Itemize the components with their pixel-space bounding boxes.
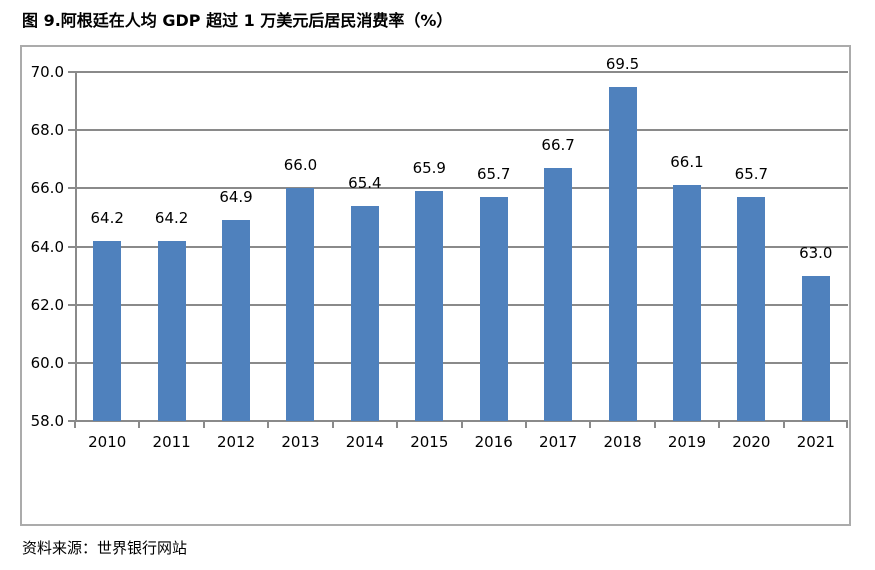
y-gridline bbox=[75, 361, 848, 364]
bar-value-label: 64.9 bbox=[219, 188, 253, 207]
bar-value-label: 65.9 bbox=[412, 159, 446, 178]
x-axis-tick bbox=[718, 421, 721, 428]
bar-value-label: 69.5 bbox=[605, 54, 640, 73]
source-note: 资料来源：世界银行网站 bbox=[22, 539, 188, 557]
bar-value-label: 65.4 bbox=[348, 173, 382, 192]
x-axis-tick-label: 2011 bbox=[152, 433, 191, 451]
y-axis-tick bbox=[68, 187, 75, 190]
x-axis-tick-label: 2019 bbox=[667, 433, 707, 451]
y-axis-tick bbox=[68, 361, 75, 364]
bar bbox=[672, 185, 701, 421]
x-axis-tick bbox=[782, 421, 785, 428]
x-axis-tick bbox=[846, 421, 848, 428]
bar-value-label: 63.0 bbox=[799, 243, 833, 262]
bar-value-label: 64.2 bbox=[90, 208, 124, 227]
y-gridline bbox=[75, 245, 848, 248]
bar bbox=[801, 275, 830, 421]
x-axis-tick bbox=[331, 421, 334, 428]
x-axis-tick-label: 2014 bbox=[345, 433, 384, 451]
y-gridline bbox=[75, 129, 848, 132]
plot-area: 58.0 60.0 62.0 64.0 66.0 68.0 70.0 64.2 2010 64.2… bbox=[31, 55, 848, 451]
x-axis-tick bbox=[74, 421, 76, 428]
bar-value-label: 65.7 bbox=[477, 165, 511, 184]
bar bbox=[350, 205, 379, 421]
x-axis-tick-label: 2013 bbox=[281, 433, 320, 451]
x-axis-tick-label: 2017 bbox=[539, 433, 578, 451]
x-axis-tick-label: 2010 bbox=[88, 433, 127, 451]
y-axis-tick-label: 58.0 bbox=[30, 412, 64, 430]
bar bbox=[157, 240, 186, 421]
bar-value-label: 66.7 bbox=[541, 135, 575, 154]
x-axis-tick bbox=[138, 421, 141, 428]
x-axis-tick-label: 2015 bbox=[410, 433, 449, 451]
y-axis-tick bbox=[68, 71, 75, 73]
y-axis-tick-label: 60.0 bbox=[30, 353, 64, 372]
y-gridline bbox=[75, 303, 848, 306]
x-axis-tick-label: 2021 bbox=[796, 433, 835, 451]
y-gridline bbox=[75, 71, 848, 73]
x-axis-tick bbox=[524, 421, 527, 428]
x-axis-tick bbox=[653, 421, 656, 428]
bar bbox=[544, 167, 573, 421]
y-axis-tick bbox=[68, 245, 75, 248]
bar-value-label: 64.2 bbox=[154, 208, 189, 227]
y-axis-tick bbox=[68, 303, 75, 306]
bar bbox=[737, 197, 766, 421]
bar-value-label: 66.0 bbox=[283, 156, 318, 175]
x-axis-tick bbox=[267, 421, 270, 428]
bar bbox=[93, 240, 122, 421]
bar-value-label: 65.7 bbox=[734, 165, 769, 184]
y-axis-line bbox=[75, 72, 77, 421]
y-axis-tick-label: 68.0 bbox=[30, 121, 64, 140]
bar bbox=[222, 220, 251, 421]
y-axis-tick bbox=[68, 420, 75, 422]
x-axis-tick bbox=[396, 421, 399, 428]
x-axis-tick-label: 2012 bbox=[216, 433, 256, 451]
x-axis-tick bbox=[202, 421, 205, 428]
bar bbox=[415, 191, 444, 421]
bar bbox=[608, 86, 637, 421]
y-axis-tick-label: 62.0 bbox=[30, 295, 64, 314]
x-axis-tick-label: 2016 bbox=[474, 433, 513, 451]
y-axis-tick-label: 70.0 bbox=[30, 63, 64, 81]
bar-value-label: 66.1 bbox=[670, 153, 704, 172]
y-axis-tick-label: 64.0 bbox=[30, 237, 64, 256]
chart-frame: 58.0 60.0 62.0 64.0 66.0 68.0 70.0 64.2 2010 64.2… bbox=[20, 45, 851, 526]
y-axis-tick-label: 66.0 bbox=[30, 179, 64, 198]
x-axis-tick bbox=[589, 421, 592, 428]
x-axis-tick-label: 2020 bbox=[732, 433, 771, 451]
bar bbox=[286, 188, 315, 421]
y-axis-tick bbox=[68, 129, 75, 132]
bar bbox=[479, 197, 508, 421]
chart-title: 图 9.阿根廷在人均 GDP 超过 1 万美元后居民消费率（%） bbox=[22, 11, 453, 30]
x-axis-tick bbox=[460, 421, 463, 428]
y-gridline bbox=[75, 187, 848, 190]
x-axis-tick-label: 2018 bbox=[603, 433, 642, 451]
